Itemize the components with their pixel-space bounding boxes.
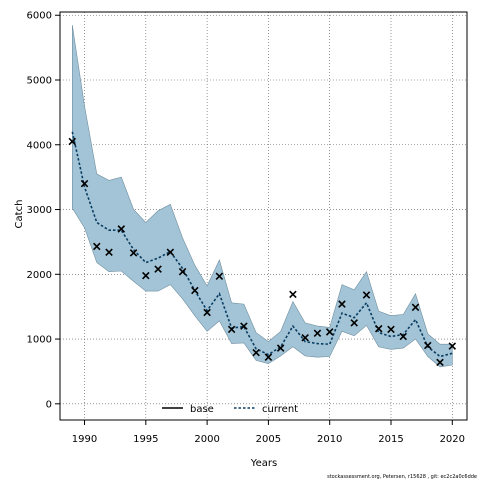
observation-point [80,179,89,188]
observation-point [362,291,371,299]
observation-point [350,319,358,327]
x-tick-label: 2020 [440,434,465,445]
y-tick-label: 5000 [27,76,52,87]
observation-point [68,137,77,146]
observation-point [436,358,444,367]
x-tick-label: 2005 [256,434,281,445]
x-tick-label: 2000 [194,434,219,445]
observation-point [338,300,346,308]
legend: base current [162,404,298,415]
observation-point [313,329,322,337]
observation-point [289,290,297,299]
x-axis: 1990 1995 2000 2005 2010 2015 2020 [72,420,465,445]
y-tick-label: 1000 [27,335,52,346]
observation-point [252,348,260,357]
observation-point [203,308,211,317]
observation-point [264,353,273,361]
observation-point [142,271,150,280]
base-observations [68,137,457,367]
observation-point [105,248,113,257]
confidence-band [72,24,453,368]
x-tick-label: 2010 [317,434,342,445]
observation-point [399,332,408,341]
observation-point [301,333,309,342]
observation-point [325,328,334,336]
observation-point [227,325,236,334]
observation-point [276,344,285,352]
x-tick-label: 1990 [72,434,97,445]
observation-point [178,267,187,276]
x-axis-title: Years [250,458,277,469]
observation-point [117,225,126,233]
y-tick-label: 2000 [27,270,52,281]
observation-point [191,286,199,295]
observation-point [424,341,432,350]
y-axis: 0 1000 2000 3000 4000 5000 6000 [27,11,60,410]
observation-point [215,272,224,280]
observation-point [166,248,175,257]
observation-point [240,322,248,330]
observation-point [374,324,383,333]
x-tick-label: 2015 [378,434,403,445]
y-tick-label: 6000 [27,11,52,22]
observation-point [448,342,457,350]
plot-frame [59,11,468,421]
current-line [71,131,453,358]
footnote: stockassessment.org, Petersen, r15628 , … [327,474,477,480]
observation-point [154,265,162,273]
y-tick-label: 4000 [27,140,52,151]
y-axis-title: Catch [14,200,25,229]
x-tick-label: 1995 [133,434,158,445]
observation-point [387,325,395,334]
observation-point [129,249,138,257]
y-tick-label: 0 [46,399,52,410]
observation-point [93,242,101,251]
y-tick-label: 3000 [27,205,52,216]
legend-base-label: base [190,404,214,415]
observation-point [411,303,420,312]
legend-current-label: current [262,404,298,415]
